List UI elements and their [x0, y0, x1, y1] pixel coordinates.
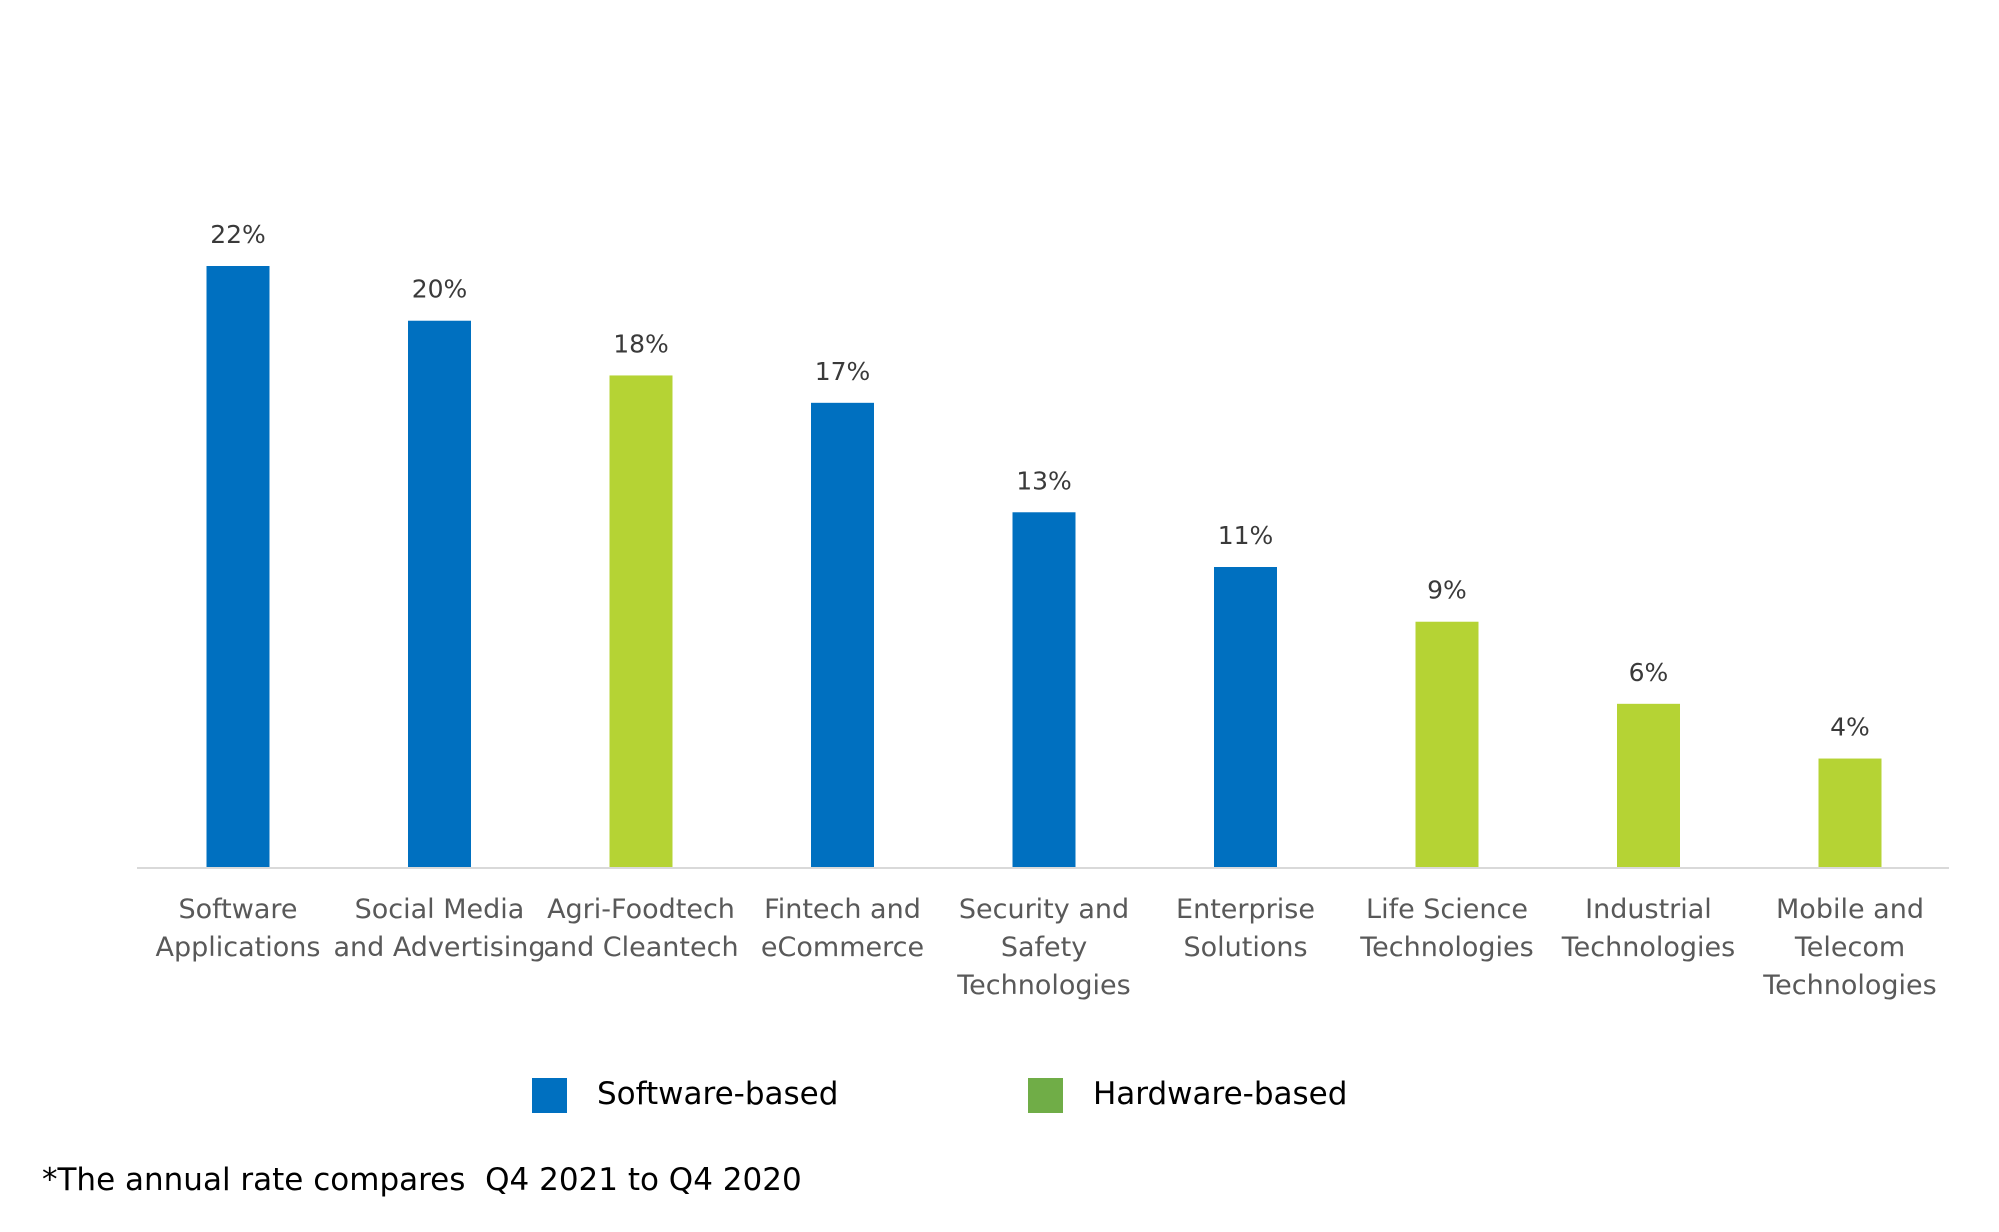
bar-mobile-and-telecom-technologies: [1818, 758, 1882, 868]
tick-label-life-science-technologies: Life Science Technologies: [1359, 894, 1533, 963]
tick-label-security-and-safety-technologies: Security and Safety Technologies: [956, 894, 1130, 1001]
legend-swatch-hardware-based: [1028, 1078, 1063, 1113]
bars-group: [206, 266, 1882, 868]
bar-life-science-technologies: [1415, 621, 1479, 868]
tick-label-software-applications: Software Applications: [156, 894, 321, 963]
tick-label-enterprise-solutions: Enterprise Solutions: [1176, 894, 1315, 963]
footnote: *The annual rate compares Q4 2021 to Q4 …: [42, 1162, 802, 1198]
bar-social-media-and-advertising: [408, 320, 471, 868]
value-label-fintech-and-ecommerce: 17%: [815, 357, 871, 386]
bar-industrial-technologies: [1617, 703, 1680, 868]
tick-label-industrial-technologies: Industrial Technologies: [1561, 894, 1735, 963]
value-label-security-and-safety-technologies: 13%: [1016, 466, 1072, 495]
bar-software-applications: [206, 266, 270, 868]
value-label-enterprise-solutions: 11%: [1218, 521, 1274, 550]
tick-label-social-media-and-advertising: Social Media and Advertising: [333, 894, 545, 963]
legend-label-hardware-based: Hardware-based: [1093, 1076, 1347, 1112]
value-label-life-science-technologies: 9%: [1427, 576, 1467, 605]
tick-label-mobile-and-telecom-technologies: Mobile and Telecom Technologies: [1762, 894, 1936, 1001]
value-label-software-applications: 22%: [210, 220, 266, 249]
value-label-industrial-technologies: 6%: [1629, 658, 1669, 687]
bar-security-and-safety-technologies: [1012, 512, 1076, 868]
value-labels-group: 22% 20% 18% 17% 13% 11% 9% 6% 4%: [210, 220, 1870, 742]
legend: Software-based Hardware-based: [532, 1076, 1347, 1113]
tick-label-agri-foodtech-and-cleantech: Agri-Foodtech and Cleantech: [543, 894, 738, 963]
bar-fintech-and-ecommerce: [811, 402, 874, 868]
value-label-mobile-and-telecom-technologies: 4%: [1830, 713, 1870, 742]
bar-agri-foodtech-and-cleantech: [609, 375, 673, 868]
tick-label-fintech-and-ecommerce: Fintech and eCommerce: [761, 894, 924, 963]
legend-swatch-software-based: [532, 1078, 567, 1113]
value-label-agri-foodtech-and-cleantech: 18%: [613, 329, 669, 358]
value-label-social-media-and-advertising: 20%: [412, 275, 468, 304]
bar-enterprise-solutions: [1214, 567, 1277, 868]
legend-label-software-based: Software-based: [597, 1076, 838, 1112]
